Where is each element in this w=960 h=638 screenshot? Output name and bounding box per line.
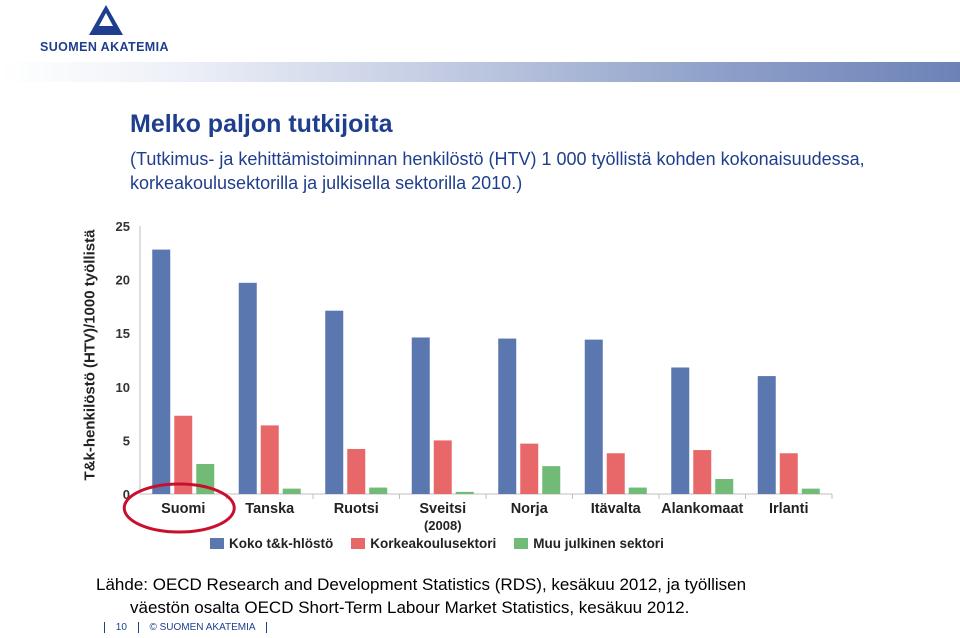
x-tick-label: Itävalta	[591, 501, 642, 517]
x-tick-note: (2008)	[424, 518, 462, 533]
bar-irlanti-3	[801, 488, 820, 494]
x-tick-label: Norja	[511, 501, 549, 517]
y-tick-label: 15	[116, 326, 130, 341]
slide-subtitle: (Tutkimus- ja kehittämistoiminnan henkil…	[130, 149, 865, 193]
x-tick-label: Sveitsi	[419, 501, 466, 517]
footer-divider	[137, 622, 139, 633]
bar-chart: 0 5 10 15 20 25 Suomi Tanska Ruotsi Sveitsi (2008)…	[80, 218, 850, 558]
footer-copyright: © SUOMEN AKATEMIA	[149, 622, 256, 634]
bar-sveitsi-2	[433, 440, 452, 494]
highlight-circle	[122, 482, 236, 534]
y-tick-label: 20	[116, 273, 130, 288]
bar-norja-2	[520, 443, 539, 494]
source-note: Lähde: OECD Research and Development Sta…	[96, 573, 926, 619]
legend-label: Koko t&k-hlöstö	[229, 536, 334, 551]
legend-label: Muu julkinen sektori	[533, 536, 664, 551]
bar-ruotsi-3	[369, 487, 388, 494]
bar-ruotsi-1	[325, 310, 344, 494]
bar-itävalta-2	[606, 453, 625, 494]
legend-swatch	[351, 538, 366, 549]
legend-swatch	[210, 538, 224, 549]
bar-tanska-3	[282, 488, 301, 494]
source-line-1: Lähde: OECD Research and Development Sta…	[96, 575, 747, 594]
bar-irlanti-2	[779, 453, 798, 494]
footer-divider	[265, 622, 267, 633]
bar-suomi-2	[174, 415, 193, 494]
chart-legend: Koko t&k-hlöstö Korkeakoulusektori Muu jul…	[210, 536, 664, 551]
bar-norja-3	[542, 466, 561, 494]
legend-item: Koko t&k-hlöstö	[210, 536, 333, 551]
x-tick-label: Ruotsi	[334, 501, 379, 517]
footer-divider	[104, 622, 105, 633]
x-tick-label: Alankomaat	[661, 501, 743, 517]
bar-itävalta-1	[584, 339, 603, 494]
slide-footer: 10 © SUOMEN AKATEMIA	[96, 622, 275, 633]
bar-alankomaat-2	[693, 450, 712, 494]
suomen-akatemia-logo: SUOMEN AKATEMIA	[40, 4, 170, 56]
y-tick-label: 0	[123, 487, 130, 502]
bar-suomi-1	[152, 249, 171, 494]
legend-item: Korkeakoulusektori	[351, 536, 496, 551]
bar-itävalta-3	[628, 487, 647, 494]
y-tick-label: 5	[123, 433, 130, 448]
bar-ruotsi-2	[347, 448, 366, 494]
x-tick-label: Tanska	[245, 501, 295, 517]
logo-triangle-icon	[89, 5, 123, 35]
legend-swatch	[514, 538, 529, 549]
bar-sveitsi-3	[455, 491, 474, 494]
bar-irlanti-1	[757, 376, 776, 494]
bar-alankomaat-3	[715, 478, 734, 494]
bar-tanska-2	[260, 425, 279, 494]
legend-item: Muu julkinen sektori	[514, 536, 664, 551]
x-tick-label: Irlanti	[769, 501, 808, 517]
bar-chart-svg: 0 5 10 15 20 25 Suomi Tanska Ruotsi Sveitsi(2008)…	[116, 219, 833, 534]
bar-tanska-1	[238, 282, 257, 494]
page-number: 10	[115, 622, 127, 634]
legend-label: Korkeakoulusektori	[370, 536, 497, 551]
bar-alankomaat-1	[671, 367, 690, 494]
y-tick-label: 10	[116, 380, 130, 395]
source-line-2: väestön osalta OECD Short-Term Labour Ma…	[130, 598, 690, 617]
bar-sveitsi-1	[411, 337, 430, 494]
logo-text: SUOMEN AKATEMIA	[40, 40, 169, 54]
bar-norja-1	[498, 338, 517, 494]
header-band	[0, 62, 960, 82]
y-tick-label: 25	[116, 219, 130, 234]
x-tick-label: Suomi	[161, 501, 205, 517]
slide-title: Melko paljon tutkijoita	[130, 110, 393, 138]
